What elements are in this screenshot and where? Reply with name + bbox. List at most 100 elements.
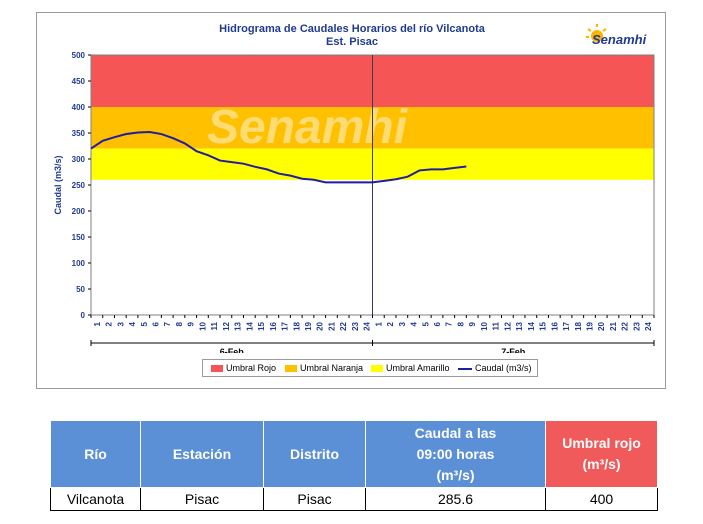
y-tick-label: 400 xyxy=(72,103,86,112)
legend-label-red: Umbral Rojo xyxy=(226,363,277,373)
legend-item-caudal: Caudal (m3/s) xyxy=(458,362,532,374)
day-label: 7-Feb xyxy=(501,347,526,353)
legend-label-caudal: Caudal (m3/s) xyxy=(475,363,532,373)
x-tick-label: 22 xyxy=(339,321,348,330)
cell-rio: Vilcanota xyxy=(50,487,141,511)
cell-umbral: 400 xyxy=(545,487,658,511)
y-tick-label: 450 xyxy=(72,77,86,86)
x-tick-label: 13 xyxy=(515,321,524,330)
y-tick-label: 0 xyxy=(81,311,86,320)
x-tick-label: 23 xyxy=(632,321,641,330)
x-tick-label: 8 xyxy=(456,321,465,326)
x-tick-label: 16 xyxy=(269,321,278,330)
header-umbral-line-2: (m³/s) xyxy=(582,456,621,472)
x-tick-label: 19 xyxy=(304,321,313,330)
x-tick-label: 13 xyxy=(234,321,243,330)
x-tick-label: 14 xyxy=(245,321,254,330)
logo-text: Senamhi xyxy=(592,32,647,47)
y-tick-label: 250 xyxy=(72,181,86,190)
watermark-text: Senamhi xyxy=(207,101,409,154)
x-tick-label: 21 xyxy=(327,321,336,330)
x-tick-label: 8 xyxy=(175,321,184,326)
legend-label-orange: Umbral Naranja xyxy=(300,363,364,373)
chart-subtitle: Est. Pisac xyxy=(326,36,378,48)
x-tick-label: 3 xyxy=(116,321,125,326)
day-label: 6-Feb xyxy=(220,347,245,353)
x-tick-label: 5 xyxy=(140,321,149,326)
legend-item-red: Umbral Rojo xyxy=(211,362,276,374)
x-tick-label: 17 xyxy=(281,321,290,330)
series-line-caudal xyxy=(90,130,467,184)
x-tick-label: 2 xyxy=(386,321,395,326)
chart-title: Hidrograma de Caudales Horarios del río … xyxy=(219,23,485,35)
x-tick-label: 18 xyxy=(574,321,583,330)
chart-frame: Hidrograma de Caudales Horarios del río … xyxy=(36,12,666,389)
x-tick-label: 9 xyxy=(468,321,477,326)
x-tick-label: 24 xyxy=(644,321,653,330)
x-tick-label: 5 xyxy=(421,321,430,326)
x-tick-label: 19 xyxy=(585,321,594,330)
x-tick-label: 7 xyxy=(445,321,454,326)
header-distrito: Distrito xyxy=(263,420,366,488)
x-tick-label: 2 xyxy=(105,321,114,326)
hydrograph-plot: Senamhi 0 50 100 150 200 250 300 350 400 450 500 Cau… xyxy=(53,51,655,353)
y-tick-label: 100 xyxy=(72,259,86,268)
senamhi-logo-icon xyxy=(586,24,607,42)
y-axis-label: Caudal (m3/s) xyxy=(53,155,63,214)
legend: Umbral Rojo Umbral Naranja Umbral Amaril… xyxy=(202,359,538,377)
x-tick-label: 4 xyxy=(410,321,419,326)
x-tick-label: 4 xyxy=(128,321,137,326)
x-tick-label: 6 xyxy=(152,321,161,326)
x-tick-label: 12 xyxy=(503,321,512,330)
legend-item-yellow: Umbral Amarillo xyxy=(371,362,450,374)
header-caudal-line-1: Caudal a las xyxy=(414,424,497,441)
header-umbral-line-1: Umbral rojo xyxy=(562,435,641,451)
header-caudal: Caudal a las 09:00 horas (m³/s) xyxy=(365,420,546,488)
cell-caudal: 285.6 xyxy=(365,487,546,511)
header-estacion: Estación xyxy=(140,420,264,488)
x-tick-label: 1 xyxy=(374,321,383,326)
x-tick-label: 11 xyxy=(492,321,501,330)
summary-table: Río Estación Distrito Caudal a las 09:00… xyxy=(50,420,658,511)
x-tick-label: 9 xyxy=(187,321,196,326)
header-caudal-line-3: (m³/s) xyxy=(436,466,475,483)
y-tick-label: 50 xyxy=(76,285,85,294)
x-tick-label: 23 xyxy=(351,321,360,330)
legend-swatch-red xyxy=(211,365,223,373)
header-umbral-rojo: Umbral rojo (m³/s) xyxy=(545,420,658,488)
header-rio: Río xyxy=(50,420,141,488)
x-tick-label: 7 xyxy=(163,321,172,326)
y-tick-label: 350 xyxy=(72,129,86,138)
legend-swatch-yellow xyxy=(371,365,383,373)
cell-distrito: Pisac xyxy=(263,487,366,511)
x-tick-label: 18 xyxy=(292,321,301,330)
x-tick-label: 22 xyxy=(621,321,630,330)
x-tick-label: 17 xyxy=(562,321,571,330)
x-tick-label: 6 xyxy=(433,321,442,326)
y-tick-label: 500 xyxy=(72,51,86,60)
x-tick-label: 15 xyxy=(257,321,266,330)
x-tick-label: 12 xyxy=(222,321,231,330)
legend-swatch-orange xyxy=(285,365,297,373)
x-tick-label: 10 xyxy=(480,321,489,330)
x-tick-label: 15 xyxy=(539,321,548,330)
x-tick-label: 20 xyxy=(597,321,606,330)
x-tick-label: 24 xyxy=(363,321,372,330)
x-tick-label: 1 xyxy=(93,321,102,326)
x-tick-label: 14 xyxy=(527,321,536,330)
table-row: Vilcanota Pisac Pisac 285.6 400 xyxy=(50,487,658,511)
table-header-row: Río Estación Distrito Caudal a las 09:00… xyxy=(50,420,658,488)
y-tick-label: 300 xyxy=(72,155,86,164)
x-tick-label: 3 xyxy=(398,321,407,326)
legend-item-orange: Umbral Naranja xyxy=(285,362,363,374)
legend-label-yellow: Umbral Amarillo xyxy=(386,363,450,373)
x-tick-label: 21 xyxy=(609,321,618,330)
cell-estacion: Pisac xyxy=(140,487,264,511)
x-tick-label: 16 xyxy=(550,321,559,330)
x-tick-label: 10 xyxy=(198,321,207,330)
y-tick-label: 150 xyxy=(72,233,86,242)
y-tick-label: 200 xyxy=(72,207,86,216)
x-tick-label: 11 xyxy=(210,321,219,330)
header-caudal-line-2: 09:00 horas xyxy=(416,445,495,462)
x-tick-label: 20 xyxy=(316,321,325,330)
